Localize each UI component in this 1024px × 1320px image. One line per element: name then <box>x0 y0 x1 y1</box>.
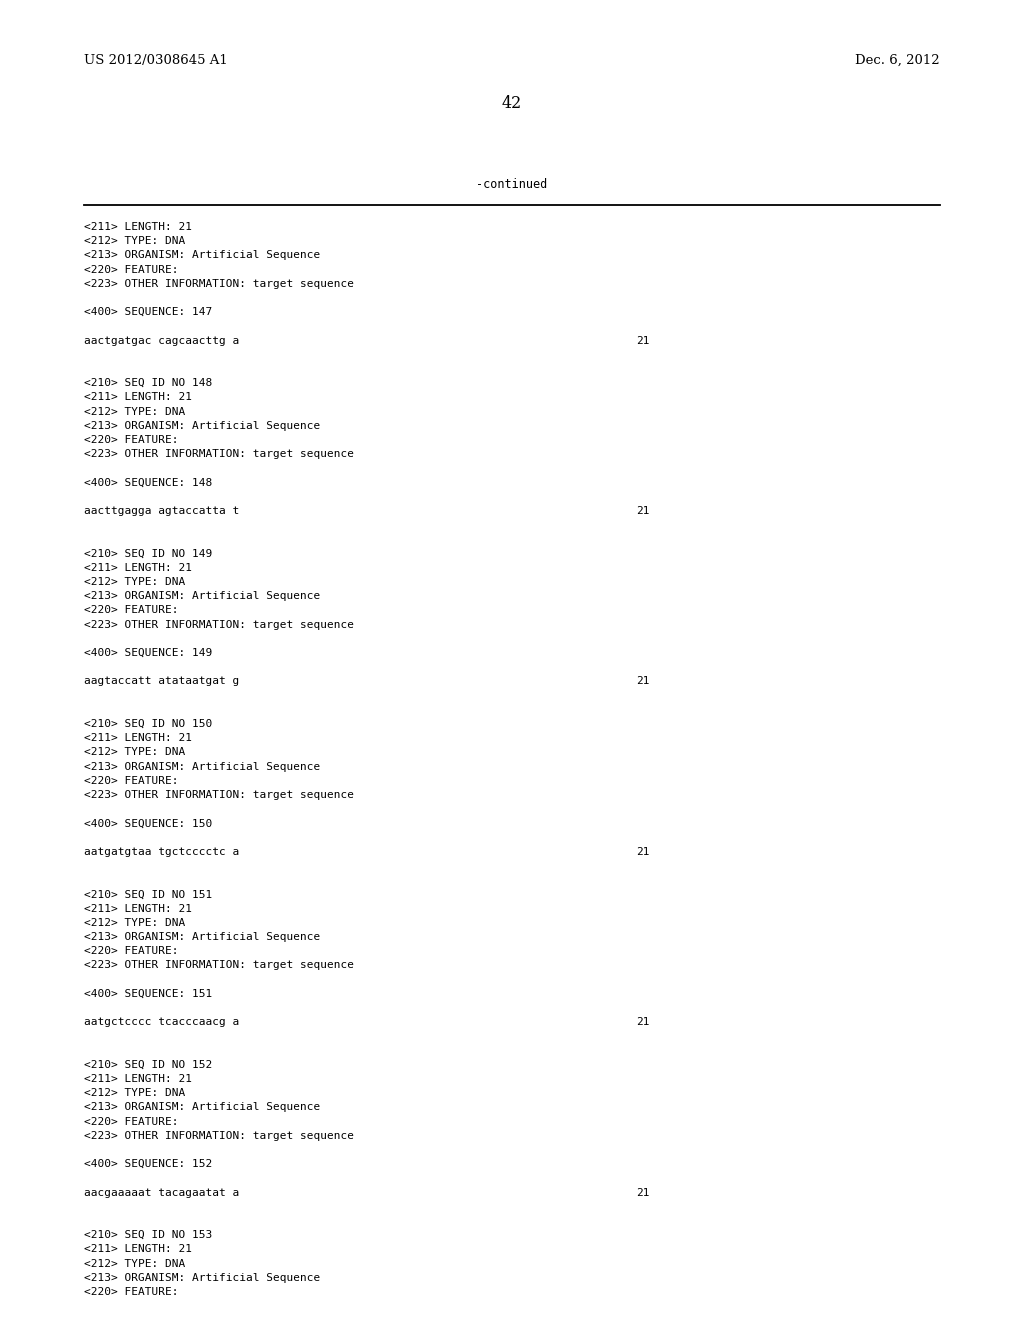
Text: <213> ORGANISM: Artificial Sequence: <213> ORGANISM: Artificial Sequence <box>84 1102 321 1113</box>
Text: <212> TYPE: DNA: <212> TYPE: DNA <box>84 1258 185 1269</box>
Text: 42: 42 <box>502 95 522 112</box>
Text: <220> FEATURE:: <220> FEATURE: <box>84 1117 178 1126</box>
Text: <211> LENGTH: 21: <211> LENGTH: 21 <box>84 562 193 573</box>
Text: 21: 21 <box>636 676 649 686</box>
Text: Dec. 6, 2012: Dec. 6, 2012 <box>855 54 940 67</box>
Text: aacttgagga agtaccatta t: aacttgagga agtaccatta t <box>84 506 240 516</box>
Text: <400> SEQUENCE: 149: <400> SEQUENCE: 149 <box>84 648 212 657</box>
Text: <223> OTHER INFORMATION: target sequence: <223> OTHER INFORMATION: target sequence <box>84 279 354 289</box>
Text: <213> ORGANISM: Artificial Sequence: <213> ORGANISM: Artificial Sequence <box>84 251 321 260</box>
Text: <210> SEQ ID NO 153: <210> SEQ ID NO 153 <box>84 1230 212 1241</box>
Text: <212> TYPE: DNA: <212> TYPE: DNA <box>84 236 185 247</box>
Text: aactgatgac cagcaacttg a: aactgatgac cagcaacttg a <box>84 335 240 346</box>
Text: <211> LENGTH: 21: <211> LENGTH: 21 <box>84 904 193 913</box>
Text: <220> FEATURE:: <220> FEATURE: <box>84 776 178 785</box>
Text: <400> SEQUENCE: 151: <400> SEQUENCE: 151 <box>84 989 212 999</box>
Text: aatgatgtaa tgctcccctc a: aatgatgtaa tgctcccctc a <box>84 847 240 857</box>
Text: <212> TYPE: DNA: <212> TYPE: DNA <box>84 917 185 928</box>
Text: -continued: -continued <box>476 178 548 191</box>
Text: <211> LENGTH: 21: <211> LENGTH: 21 <box>84 1074 193 1084</box>
Text: <210> SEQ ID NO 151: <210> SEQ ID NO 151 <box>84 890 212 899</box>
Text: <213> ORGANISM: Artificial Sequence: <213> ORGANISM: Artificial Sequence <box>84 591 321 601</box>
Text: <213> ORGANISM: Artificial Sequence: <213> ORGANISM: Artificial Sequence <box>84 932 321 942</box>
Text: 21: 21 <box>636 335 649 346</box>
Text: <223> OTHER INFORMATION: target sequence: <223> OTHER INFORMATION: target sequence <box>84 619 354 630</box>
Text: <223> OTHER INFORMATION: target sequence: <223> OTHER INFORMATION: target sequence <box>84 789 354 800</box>
Text: <213> ORGANISM: Artificial Sequence: <213> ORGANISM: Artificial Sequence <box>84 762 321 772</box>
Text: <212> TYPE: DNA: <212> TYPE: DNA <box>84 407 185 417</box>
Text: <220> FEATURE:: <220> FEATURE: <box>84 946 178 956</box>
Text: <400> SEQUENCE: 152: <400> SEQUENCE: 152 <box>84 1159 212 1170</box>
Text: <220> FEATURE:: <220> FEATURE: <box>84 1287 178 1298</box>
Text: <223> OTHER INFORMATION: target sequence: <223> OTHER INFORMATION: target sequence <box>84 449 354 459</box>
Text: 21: 21 <box>636 1018 649 1027</box>
Text: <220> FEATURE:: <220> FEATURE: <box>84 436 178 445</box>
Text: <211> LENGTH: 21: <211> LENGTH: 21 <box>84 1245 193 1254</box>
Text: <223> OTHER INFORMATION: target sequence: <223> OTHER INFORMATION: target sequence <box>84 1131 354 1140</box>
Text: <211> LENGTH: 21: <211> LENGTH: 21 <box>84 733 193 743</box>
Text: <210> SEQ ID NO 149: <210> SEQ ID NO 149 <box>84 549 212 558</box>
Text: <210> SEQ ID NO 152: <210> SEQ ID NO 152 <box>84 1060 212 1069</box>
Text: <212> TYPE: DNA: <212> TYPE: DNA <box>84 1088 185 1098</box>
Text: <400> SEQUENCE: 147: <400> SEQUENCE: 147 <box>84 308 212 317</box>
Text: aacgaaaaat tacagaatat a: aacgaaaaat tacagaatat a <box>84 1188 240 1197</box>
Text: aatgctcccc tcacccaacg a: aatgctcccc tcacccaacg a <box>84 1018 240 1027</box>
Text: aagtaccatt atataatgat g: aagtaccatt atataatgat g <box>84 676 240 686</box>
Text: <400> SEQUENCE: 148: <400> SEQUENCE: 148 <box>84 478 212 487</box>
Text: US 2012/0308645 A1: US 2012/0308645 A1 <box>84 54 227 67</box>
Text: 21: 21 <box>636 1188 649 1197</box>
Text: <211> LENGTH: 21: <211> LENGTH: 21 <box>84 222 193 232</box>
Text: <212> TYPE: DNA: <212> TYPE: DNA <box>84 577 185 587</box>
Text: <223> OTHER INFORMATION: target sequence: <223> OTHER INFORMATION: target sequence <box>84 961 354 970</box>
Text: <220> FEATURE:: <220> FEATURE: <box>84 606 178 615</box>
Text: <210> SEQ ID NO 148: <210> SEQ ID NO 148 <box>84 379 212 388</box>
Text: 21: 21 <box>636 506 649 516</box>
Text: <213> ORGANISM: Artificial Sequence: <213> ORGANISM: Artificial Sequence <box>84 1272 321 1283</box>
Text: <220> FEATURE:: <220> FEATURE: <box>84 264 178 275</box>
Text: <213> ORGANISM: Artificial Sequence: <213> ORGANISM: Artificial Sequence <box>84 421 321 430</box>
Text: <400> SEQUENCE: 150: <400> SEQUENCE: 150 <box>84 818 212 829</box>
Text: <212> TYPE: DNA: <212> TYPE: DNA <box>84 747 185 758</box>
Text: 21: 21 <box>636 847 649 857</box>
Text: <210> SEQ ID NO 150: <210> SEQ ID NO 150 <box>84 719 212 729</box>
Text: <211> LENGTH: 21: <211> LENGTH: 21 <box>84 392 193 403</box>
